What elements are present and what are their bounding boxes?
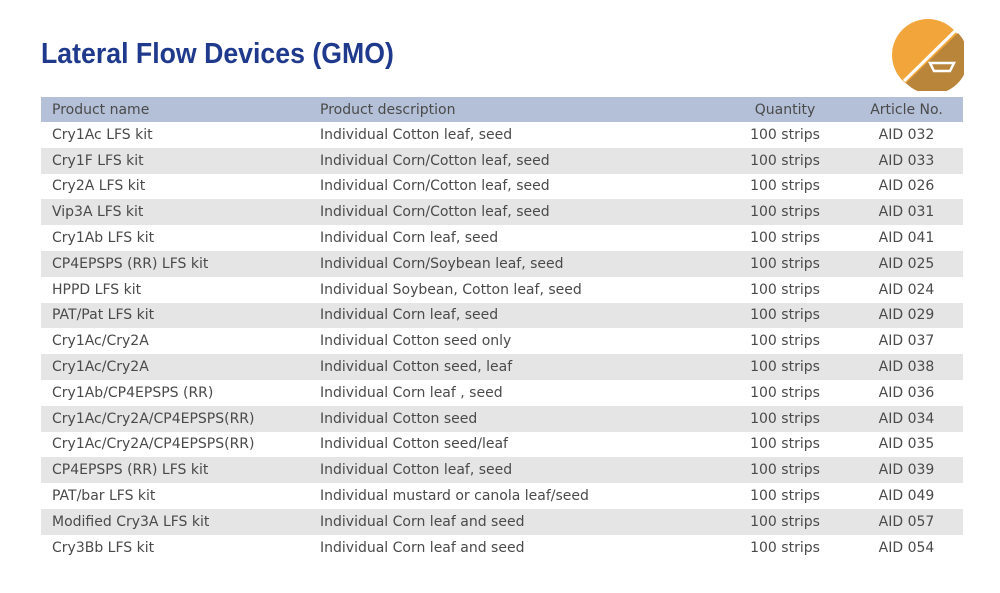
article-no: AID 032	[878, 126, 935, 143]
quantity: 100 strips	[720, 199, 839, 226]
table-row: Cry1Ac/Cry2A Individual Cotton seed, leaf…	[41, 354, 963, 380]
product-name: Modified Cry3A LFS kit	[41, 508, 309, 535]
product-name: Cry1Ab LFS kit	[52, 230, 155, 247]
article-no: AID 057	[839, 508, 963, 535]
table-row: Cry1Ac/Cry2A/CP4EPSPS(RR) Individual Cott…	[41, 405, 963, 432]
product-name: Cry1Ab/CP4EPSPS (RR)	[52, 384, 214, 401]
quantity: 100 strips	[750, 126, 820, 143]
product-name: CP4EPSPS (RR) LFS kit	[41, 250, 309, 277]
article-no: AID 033	[839, 147, 963, 174]
product-name: PAT/Pat LFS kit	[41, 302, 309, 329]
article-no: AID 025	[839, 250, 963, 277]
product-name: Cry1Ac LFS kit	[52, 126, 153, 143]
product-name: Vip3A LFS kit	[41, 199, 309, 226]
product-description: Individual Corn leaf , seed	[320, 384, 503, 401]
article-no: AID 026	[878, 178, 935, 195]
quantity: 100 strips	[720, 302, 839, 329]
product-name: Cry1F LFS kit	[41, 147, 309, 174]
quantity: 100 strips	[720, 147, 839, 174]
article-no: AID 049	[878, 488, 935, 505]
quantity: 100 strips	[750, 384, 820, 401]
product-name: PAT/bar LFS kit	[52, 488, 156, 505]
product-name: HPPD LFS kit	[52, 281, 142, 298]
table-row: CP4EPSPS (RR) LFS kit Individual Cotton l…	[41, 457, 963, 484]
quantity: 100 strips	[750, 539, 820, 556]
table-row: PAT/bar LFS kit Individual mustard or can…	[41, 483, 963, 509]
product-description: Individual Cotton seed only	[320, 333, 512, 350]
header-quantity: Quantity	[720, 97, 839, 122]
product-description: Individual Corn leaf, seed	[320, 230, 499, 247]
product-description: Individual Cotton seed	[309, 405, 720, 432]
product-description: Individual Corn/Cotton leaf, seed	[309, 199, 720, 226]
product-name: Cry3Bb LFS kit	[52, 539, 155, 556]
table-row: Cry1Ab LFS kit Individual Corn leaf, seed…	[41, 225, 963, 251]
product-description: Individual Corn/Soybean leaf, seed	[309, 250, 720, 277]
quantity: 100 strips	[750, 178, 820, 195]
article-no: AID 038	[839, 354, 963, 380]
product-description: Individual Corn/Cotton leaf, seed	[309, 147, 720, 174]
header-product-name: Product name	[41, 97, 309, 122]
lateral-flow-strip-icon	[892, 19, 964, 91]
table-row: PAT/Pat LFS kit Individual Corn leaf, see…	[41, 302, 963, 329]
quantity: 100 strips	[750, 333, 820, 350]
table-row: Modified Cry3A LFS kit Individual Corn le…	[41, 508, 963, 535]
article-no: AID 024	[878, 281, 935, 298]
quantity: 100 strips	[720, 250, 839, 277]
table-row: HPPD LFS kit Individual Soybean, Cotton l…	[41, 277, 963, 303]
product-name: Cry2A LFS kit	[52, 178, 146, 195]
table-row: Cry1Ac/Cry2A Individual Cotton seed only 1…	[41, 328, 963, 354]
page-title: Lateral Flow Devices (GMO)	[41, 38, 394, 70]
table-row: Cry1Ac/Cry2A/CP4EPSPS(RR) Individual Cott…	[41, 432, 963, 458]
article-no: AID 039	[839, 457, 963, 484]
product-description: Individual Cotton leaf, seed	[309, 457, 720, 484]
product-description: Individual Cotton leaf, seed	[320, 126, 513, 143]
header-product-description: Product description	[309, 97, 720, 122]
table-row: Cry1Ab/CP4EPSPS (RR) Individual Corn leaf…	[41, 380, 963, 406]
quantity: 100 strips	[720, 405, 839, 432]
article-no: AID 054	[878, 539, 935, 556]
quantity: 100 strips	[750, 281, 820, 298]
table-row: Vip3A LFS kit Individual Corn/Cotton leaf…	[41, 199, 963, 226]
product-name: Cry1Ac/Cry2A/CP4EPSPS(RR)	[41, 405, 309, 432]
table-header: Product name Product description Quantit…	[41, 97, 963, 122]
quantity: 100 strips	[720, 457, 839, 484]
table-row: Cry1Ac LFS kit Individual Cotton leaf, se…	[41, 122, 963, 148]
article-no: AID 037	[878, 333, 935, 350]
product-description: Individual Corn leaf, seed	[309, 302, 720, 329]
product-description: Individual Cotton seed, leaf	[309, 354, 720, 380]
table-row: CP4EPSPS (RR) LFS kit Individual Corn/Soy…	[41, 250, 963, 277]
table-row: Cry2A LFS kit Individual Corn/Cotton leaf…	[41, 174, 963, 200]
product-name: Cry1Ac/Cry2A	[52, 333, 149, 350]
article-no: AID 031	[839, 199, 963, 226]
product-description: Individual Corn leaf and seed	[309, 508, 720, 535]
product-description: Individual Soybean, Cotton leaf, seed	[320, 281, 582, 298]
table-row: Cry1F LFS kit Individual Corn/Cotton leaf…	[41, 147, 963, 174]
product-name: Cry1Ac/Cry2A	[41, 354, 309, 380]
quantity: 100 strips	[750, 488, 820, 505]
product-name: Cry1Ac/Cry2A/CP4EPSPS(RR)	[52, 436, 255, 453]
article-no: AID 035	[878, 436, 935, 453]
table-row: Cry3Bb LFS kit Individual Corn leaf and s…	[41, 535, 963, 561]
product-table: Product name Product description Quantit…	[41, 97, 963, 561]
quantity: 100 strips	[720, 508, 839, 535]
header-article-no: Article No.	[839, 97, 963, 122]
product-name: CP4EPSPS (RR) LFS kit	[41, 457, 309, 484]
quantity: 100 strips	[750, 436, 820, 453]
article-no: AID 041	[878, 230, 935, 247]
product-description: Individual Corn leaf and seed	[320, 539, 525, 556]
product-description: Individual mustard or canola leaf/seed	[320, 488, 589, 505]
article-no: AID 029	[839, 302, 963, 329]
quantity: 100 strips	[750, 230, 820, 247]
article-no: AID 034	[839, 405, 963, 432]
product-description: Individual Cotton seed/leaf	[320, 436, 508, 453]
product-description: Individual Corn/Cotton leaf, seed	[320, 178, 550, 195]
quantity: 100 strips	[720, 354, 839, 380]
article-no: AID 036	[878, 384, 935, 401]
